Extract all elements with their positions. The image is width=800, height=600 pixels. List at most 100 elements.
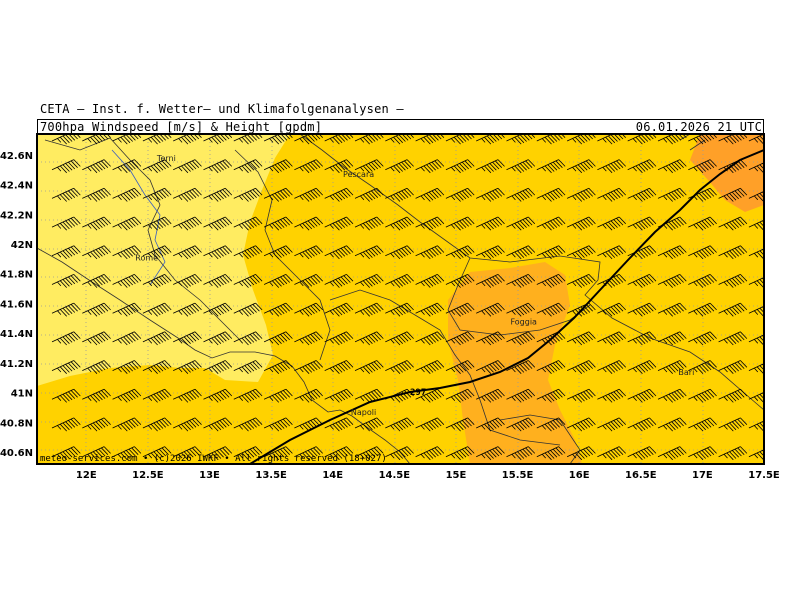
wind-barb (657, 187, 687, 202)
wind-barb (566, 388, 596, 403)
lon-tick-label: 15.5E (502, 470, 534, 481)
wind-barb (415, 245, 445, 260)
wind-barb (445, 417, 475, 432)
wind-barb (385, 159, 414, 174)
wind-barb (718, 360, 748, 374)
lon-tick-label: 12.5E (132, 470, 164, 481)
wind-barb (385, 216, 414, 231)
lat-tick-label: 41N (11, 389, 33, 400)
wind-barb (688, 187, 717, 202)
wind-barb (354, 159, 384, 174)
wind-barb (566, 417, 596, 432)
wind-barb (385, 388, 414, 403)
wind-barb (354, 417, 384, 432)
wind-barb (476, 331, 505, 346)
wind-barb (536, 331, 566, 346)
wind-barb (112, 360, 142, 374)
wind-barb (627, 274, 657, 288)
wind-barb (324, 446, 354, 461)
wind-barb (415, 388, 445, 403)
wind-barb (627, 245, 657, 260)
lon-tick-label: 14E (322, 470, 343, 481)
lat-tick-label: 42N (11, 240, 33, 251)
wind-barb (627, 216, 657, 231)
wind-barb (627, 159, 657, 174)
lat-tick-label: 40.8N (0, 418, 33, 429)
wind-barb (718, 159, 748, 174)
wind-barb (566, 331, 596, 346)
wind-barb (203, 417, 233, 432)
wind-barb (294, 417, 323, 432)
wind-barb (779, 131, 800, 144)
wind-barb (506, 245, 536, 260)
lon-tick-label: 16E (569, 470, 590, 481)
wind-barb (385, 331, 414, 346)
wind-barb (597, 187, 626, 202)
wind-barb (445, 187, 475, 202)
wind-barb (506, 360, 536, 374)
wind-barb (385, 446, 414, 461)
wind-barb (82, 446, 111, 461)
lon-tick-label: 13.5E (255, 470, 287, 481)
wind-barb (445, 274, 475, 288)
wind-barb (294, 187, 323, 202)
wind-barb (536, 216, 566, 231)
wind-barb (82, 360, 111, 374)
wind-barb (779, 361, 800, 374)
wind-barb (688, 388, 717, 403)
wind-barb (233, 159, 263, 174)
wind-barb (263, 245, 293, 260)
wind-barb (51, 302, 81, 317)
provider-title: CETA – Inst. f. Wetter– und Klimafolgena… (40, 102, 404, 116)
wind-barb (173, 245, 202, 260)
wind-barb (51, 245, 81, 260)
wind-barb (415, 446, 445, 461)
city-labels: Terni Pescara Rome Foggia Bari Napoli (135, 154, 694, 417)
wind-barb (142, 245, 172, 260)
wind-barb (82, 331, 111, 346)
wind-barb (263, 274, 293, 288)
wind-barb (112, 245, 142, 260)
wind-barb (476, 159, 505, 174)
wind-barb (415, 302, 445, 317)
wind-barb (233, 245, 263, 260)
wind-barb (203, 388, 233, 403)
wind-barb (82, 159, 111, 174)
wind-barb (688, 331, 717, 346)
wind-barb (779, 160, 800, 173)
wind-barb (657, 302, 687, 317)
wind-barb (627, 360, 657, 374)
map-frame (36, 133, 765, 465)
wind-barb (112, 274, 142, 288)
wind-barb (294, 331, 323, 346)
wind-barb (82, 216, 111, 231)
wind-barb (688, 417, 717, 432)
wind-barb (779, 389, 800, 402)
wind-barb (142, 159, 172, 174)
lon-tick-label: 15E (446, 470, 467, 481)
wind-barb (142, 302, 172, 317)
wind-barb (203, 245, 233, 260)
wind-barb (718, 216, 748, 231)
wind-barb (263, 360, 293, 374)
wind-barb (51, 360, 81, 374)
wind-barb (354, 187, 384, 202)
wind-barb (657, 360, 687, 374)
wind-barb (476, 388, 505, 403)
wind-barb (445, 388, 475, 403)
wind-barb (657, 159, 687, 174)
wind-barb (82, 274, 111, 288)
wind-barb (173, 417, 202, 432)
longitude-axis: 12E 12.5E 13E 13.5E 14E 14.5E 15E 15.5E 16E 16.5E… (76, 470, 780, 481)
wind-barb (385, 417, 414, 432)
wind-barb (51, 159, 81, 174)
wind-barb (566, 446, 596, 461)
wind-barb (203, 187, 233, 202)
wind-barb (779, 217, 800, 230)
wind-barb (657, 274, 687, 288)
city-label-napoli: Napoli (351, 408, 376, 417)
wind-barb (173, 216, 202, 231)
wind-barb (476, 302, 505, 317)
wind-barb (173, 360, 202, 374)
wind-barb (597, 216, 626, 231)
